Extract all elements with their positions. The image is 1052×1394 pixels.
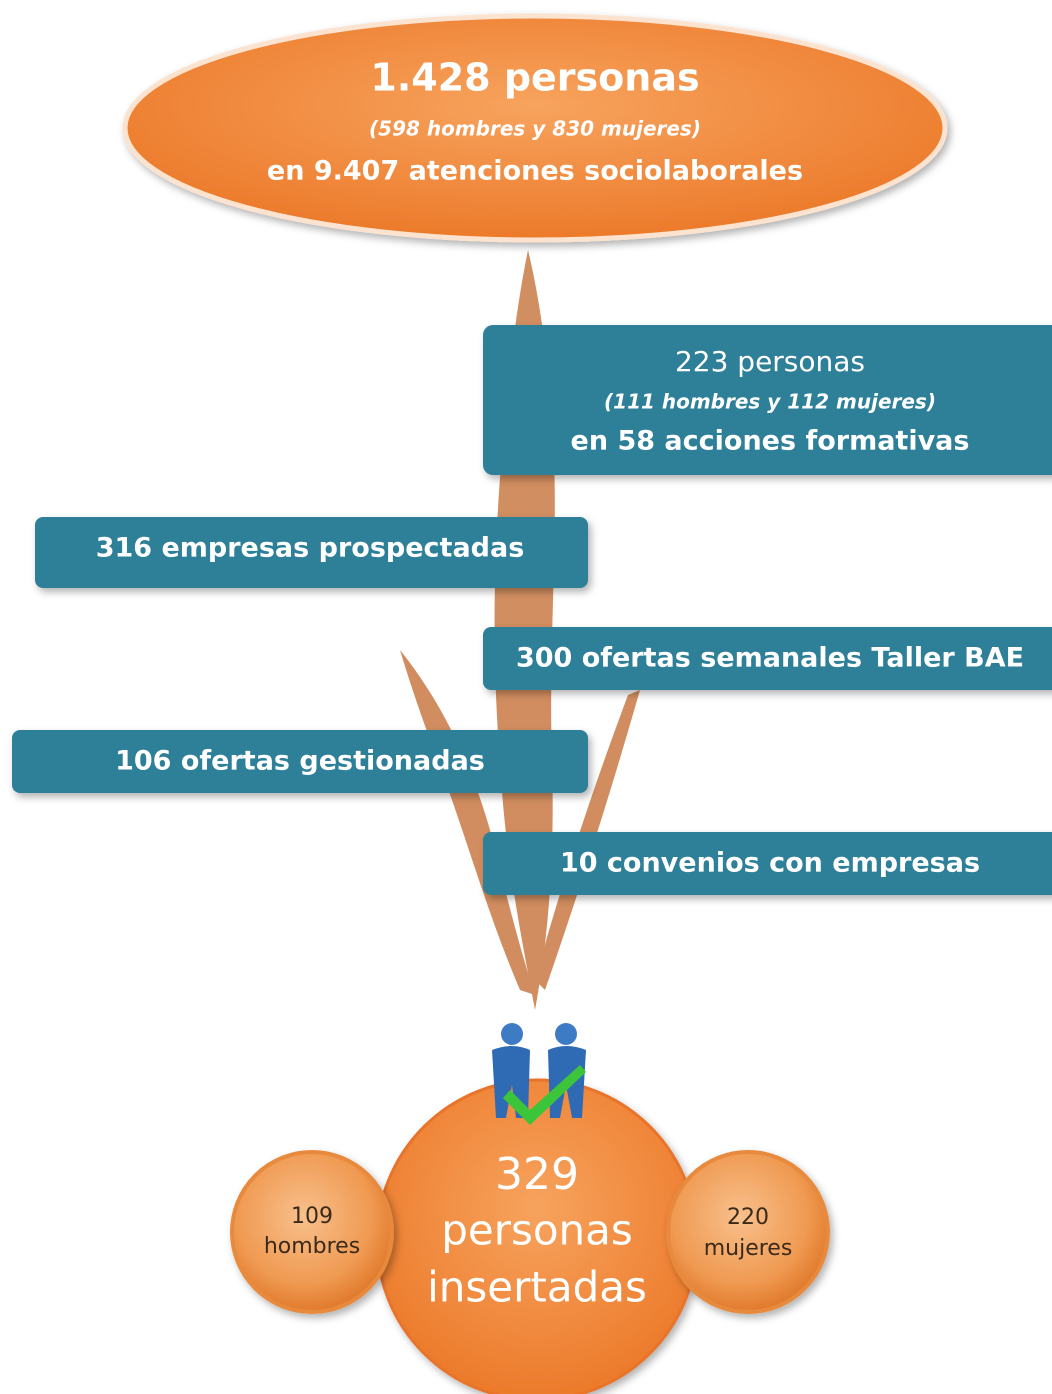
men-number: 109 (291, 1204, 333, 1229)
box-bg (483, 832, 1052, 895)
box-line: 223 personas (675, 345, 865, 378)
box-line: 106 ofertas gestionadas (115, 746, 485, 777)
header-detail: en 9.407 atenciones sociolaborales (267, 156, 803, 187)
box: 106 ofertas gestionadas (12, 730, 588, 793)
women-circle (666, 1150, 830, 1314)
women-number: 220 (727, 1205, 769, 1230)
box: 316 empresas prospectadas (35, 517, 588, 588)
header-title: 1.428 personas (370, 56, 699, 100)
men: 109 hombres (230, 1150, 394, 1314)
men-label: hombres (264, 1234, 360, 1259)
box: 300 ofertas semanales Taller BAE (483, 627, 1052, 690)
box: 223 personas (111 hombres y 112 mujeres)… (483, 325, 1052, 475)
box: 10 convenios con empresas (483, 832, 1052, 895)
box-line: 10 convenios con empresas (560, 848, 980, 879)
header-ellipse (122, 13, 948, 243)
women-label: mujeres (704, 1236, 793, 1261)
box-bg (35, 517, 588, 588)
men-circle (230, 1150, 394, 1314)
result-number: 329 (495, 1149, 579, 1200)
result-line: personas (441, 1206, 633, 1255)
women: 220 mujeres (666, 1150, 830, 1314)
box-line: 300 ofertas semanales Taller BAE (516, 643, 1024, 674)
header: 1.428 personas (598 hombres y 830 mujere… (122, 13, 948, 243)
result-line: insertadas (427, 1263, 647, 1312)
box-bg (12, 730, 588, 793)
people-icon (492, 1023, 586, 1125)
box-line: (111 hombres y 112 mujeres) (604, 390, 936, 414)
header-subtitle: (598 hombres y 830 mujeres) (369, 117, 701, 141)
box-bg (483, 627, 1052, 690)
box-bg (483, 325, 1052, 475)
box-line: en 58 acciones formativas (571, 426, 970, 457)
box-line: 316 empresas prospectadas (96, 533, 525, 564)
result: 329 personas insertadas (375, 1078, 699, 1394)
